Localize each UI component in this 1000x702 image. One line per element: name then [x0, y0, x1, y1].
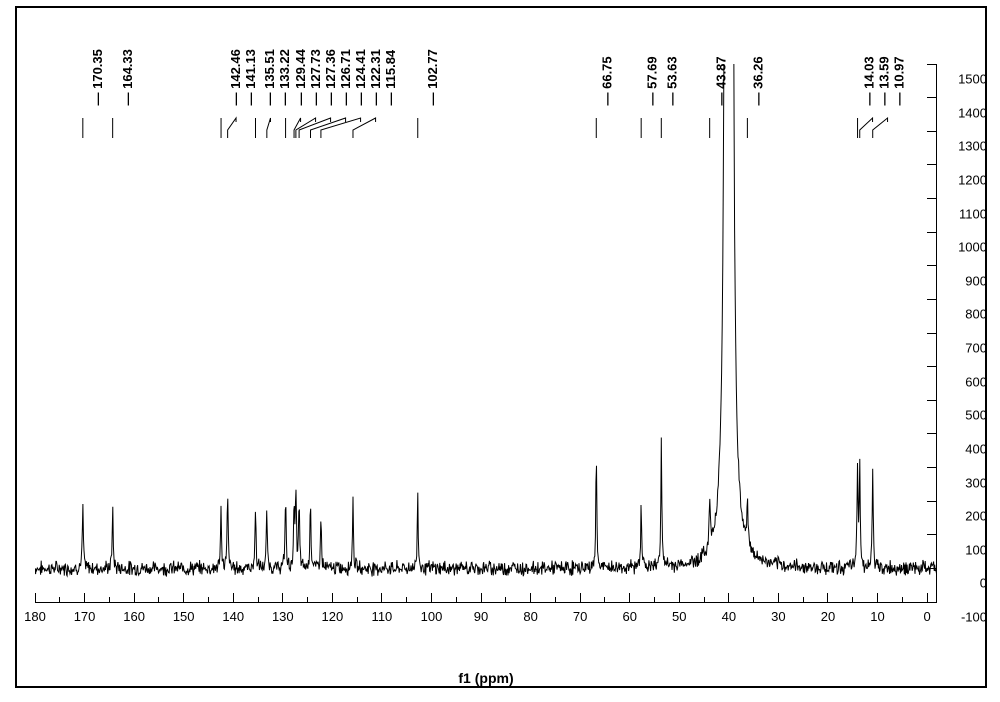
peak-label-122p31: — 122.31	[368, 49, 383, 105]
ytick-400: 400	[965, 441, 987, 456]
ytick-1300: 1300	[958, 139, 987, 154]
peak-label-141p13: — 141.13	[243, 49, 258, 105]
ytick-0: 0	[980, 576, 987, 591]
ytick--100: -100	[961, 610, 987, 625]
ytick-1400: 1400	[958, 105, 987, 120]
peak-label-170p35: — 170.35	[90, 49, 105, 105]
peak-label-124p41: — 124.41	[353, 49, 368, 105]
xtick-160: 160	[123, 609, 145, 624]
xtick-90: 90	[474, 609, 488, 624]
ytick-800: 800	[965, 307, 987, 322]
xtick-150: 150	[173, 609, 195, 624]
peak-label-127p73: — 127.73	[308, 49, 323, 105]
ytick-200: 200	[965, 509, 987, 524]
xtick-140: 140	[222, 609, 244, 624]
ytick-900: 900	[965, 273, 987, 288]
xtick-30: 30	[771, 609, 785, 624]
xtick-10: 10	[870, 609, 884, 624]
ytick-500: 500	[965, 408, 987, 423]
peak-label-57p69: — 57.69	[645, 56, 660, 105]
xtick-40: 40	[722, 609, 736, 624]
ytick-600: 600	[965, 374, 987, 389]
peak-label-14p03: — 14.03	[861, 56, 876, 105]
xtick-130: 130	[272, 609, 294, 624]
peak-label-36p26: — 36.26	[751, 56, 766, 105]
xtick-120: 120	[322, 609, 344, 624]
xtick-80: 80	[523, 609, 537, 624]
xtick-0: 0	[923, 609, 930, 624]
x-axis-label: f1 (ppm)	[458, 670, 513, 686]
peak-label-13p59: — 13.59	[876, 56, 891, 105]
peak-label-127p36: — 127.36	[323, 49, 338, 105]
ytick-700: 700	[965, 341, 987, 356]
ytick-1100: 1100	[959, 206, 987, 221]
xtick-110: 110	[372, 609, 393, 624]
xtick-100: 100	[421, 609, 443, 624]
peak-label-164p33: — 164.33	[120, 49, 135, 105]
peak-label-135p51: — 135.51	[263, 49, 278, 105]
ytick-1200: 1200	[958, 172, 987, 187]
peak-label-133p22: — 133.22	[278, 49, 293, 105]
xtick-70: 70	[573, 609, 587, 624]
peak-label-43p87: — 43.87	[713, 56, 728, 105]
ytick-100: 100	[965, 542, 987, 557]
nmr-spectrum-plot: f1 (ppm) 1801701601501401301201101009080…	[35, 64, 937, 646]
xtick-170: 170	[74, 609, 96, 624]
xtick-20: 20	[821, 609, 835, 624]
peak-label-115p84: — 115.84	[382, 50, 397, 106]
xtick-60: 60	[622, 609, 636, 624]
ytick-1500: 1500	[958, 72, 987, 87]
spectrum-trace	[35, 64, 937, 646]
peak-label-53p63: — 53.63	[665, 56, 680, 105]
peak-label-142p46: — 142.46	[228, 49, 243, 105]
ytick-1000: 1000	[958, 240, 987, 255]
ytick-300: 300	[965, 475, 987, 490]
xtick-180: 180	[24, 609, 46, 624]
peak-label-66p75: — 66.75	[600, 56, 615, 105]
peak-label-129p44: — 129.44	[293, 49, 308, 105]
peak-label-126p71: — 126.71	[338, 49, 353, 105]
xtick-50: 50	[672, 609, 686, 624]
peak-label-10p97: — 10.97	[891, 56, 906, 105]
peak-label-102p77: — 102.77	[425, 49, 440, 105]
